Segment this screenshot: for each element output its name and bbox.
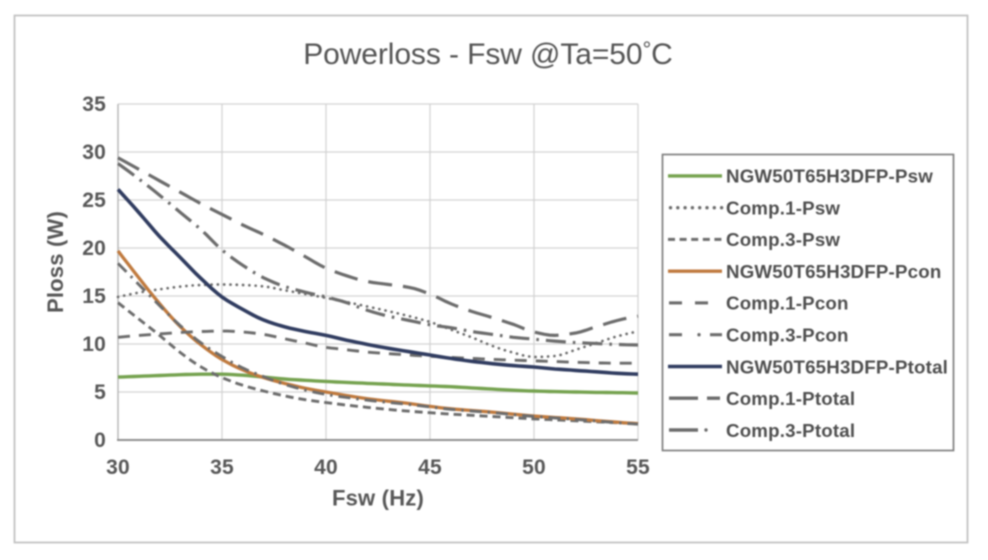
svg-text:Comp.3-Ptotal: Comp.3-Ptotal: [726, 420, 855, 441]
svg-text:NGW50T65H3DFP-Psw: NGW50T65H3DFP-Psw: [726, 166, 933, 187]
svg-text:Comp.1-Pcon: Comp.1-Pcon: [726, 293, 849, 314]
svg-text:Powerloss - Fsw @Ta=50°C: Powerloss - Fsw @Ta=50°C: [303, 37, 672, 71]
svg-text:30: 30: [82, 141, 106, 164]
svg-text:Fsw (Hz): Fsw (Hz): [332, 486, 424, 511]
svg-text:30: 30: [106, 456, 130, 479]
svg-text:5: 5: [94, 381, 106, 404]
svg-text:35: 35: [82, 93, 106, 116]
svg-text:10: 10: [82, 333, 106, 356]
svg-text:35: 35: [210, 456, 234, 479]
svg-text:40: 40: [314, 456, 338, 479]
svg-text:Comp.1-Ptotal: Comp.1-Ptotal: [726, 388, 855, 409]
svg-text:25: 25: [82, 189, 106, 212]
svg-text:0: 0: [94, 429, 106, 452]
svg-text:55: 55: [626, 456, 650, 479]
svg-text:45: 45: [418, 456, 442, 479]
svg-text:Ploss (W): Ploss (W): [43, 211, 68, 313]
svg-text:NGW50T65H3DFP-Pcon: NGW50T65H3DFP-Pcon: [726, 261, 941, 282]
svg-text:Comp.3-Pcon: Comp.3-Pcon: [726, 325, 849, 346]
svg-text:Comp.3-Psw: Comp.3-Psw: [726, 229, 840, 250]
svg-text:Comp.1-Psw: Comp.1-Psw: [726, 198, 840, 219]
svg-text:50: 50: [522, 456, 546, 479]
svg-text:20: 20: [82, 237, 106, 260]
svg-text:15: 15: [82, 285, 106, 308]
svg-text:NGW50T65H3DFP-Ptotal: NGW50T65H3DFP-Ptotal: [726, 356, 948, 377]
